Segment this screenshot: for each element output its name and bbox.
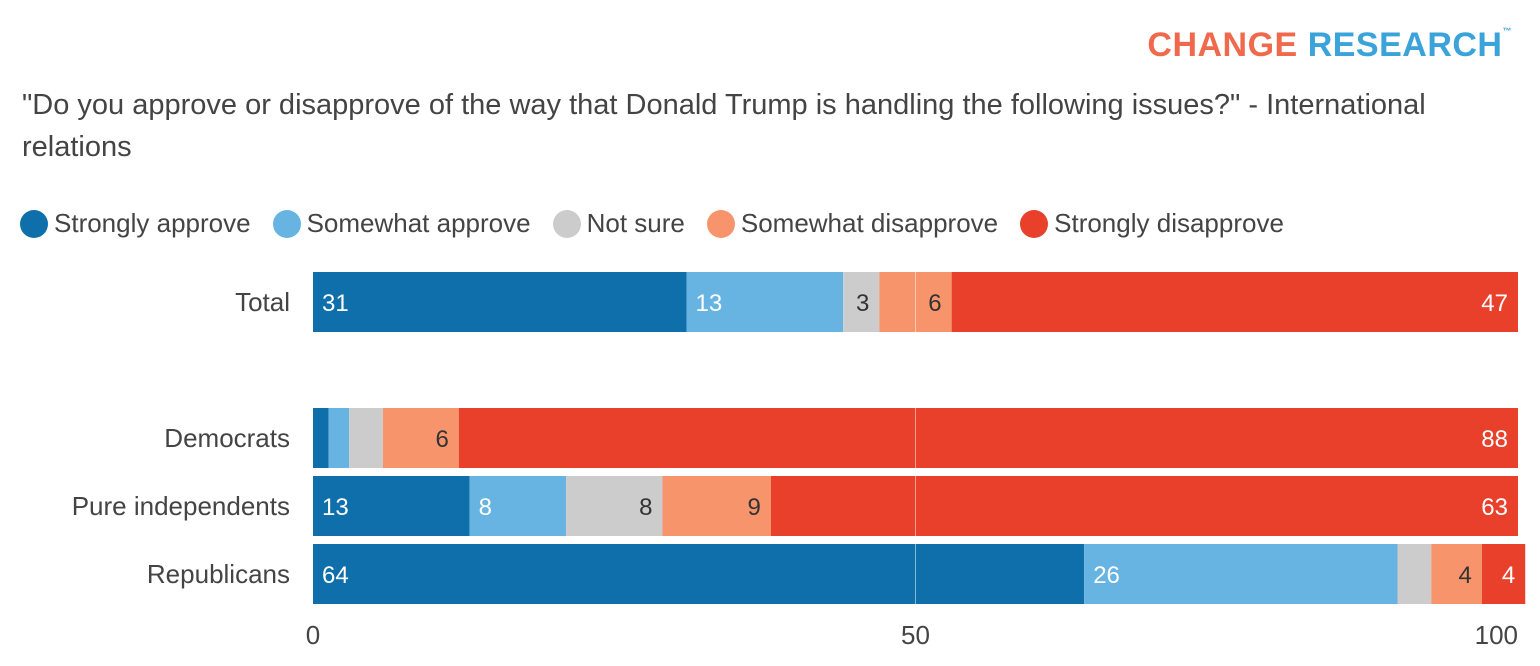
bar-segment bbox=[1431, 544, 1482, 604]
chart-title: "Do you approve or disapprove of the way… bbox=[22, 89, 1426, 163]
row-label: Republicans bbox=[147, 559, 290, 589]
legend-swatch bbox=[706, 209, 735, 238]
legend-label: Strongly disapprove bbox=[1054, 208, 1284, 238]
data-label: 63 bbox=[1481, 494, 1508, 521]
bar-segment bbox=[1397, 544, 1432, 604]
row-label: Pure independents bbox=[72, 491, 290, 521]
x-tick-label: 100 bbox=[1475, 620, 1518, 650]
brand-logo: CHANGE RESEARCH™ bbox=[1147, 26, 1512, 64]
legend-item: Strongly disapprove bbox=[1020, 208, 1284, 239]
legend-label: Somewhat disapprove bbox=[740, 208, 999, 238]
bar-segment bbox=[770, 476, 1518, 536]
data-label: 47 bbox=[1481, 290, 1508, 317]
x-tick-label: 50 bbox=[901, 620, 930, 650]
bar-segment bbox=[1084, 544, 1398, 604]
data-label: 8 bbox=[639, 494, 652, 521]
data-label: 13 bbox=[322, 494, 349, 521]
bar-segment bbox=[1481, 544, 1526, 604]
bar-segment bbox=[382, 408, 459, 468]
data-label: 31 bbox=[322, 290, 349, 317]
bar-segment bbox=[313, 272, 687, 332]
legend-item: Somewhat disapprove bbox=[706, 208, 999, 239]
bar-segment bbox=[843, 272, 880, 332]
bar-segment bbox=[951, 272, 1518, 332]
legend-label: Not sure bbox=[586, 208, 685, 238]
legend-swatch bbox=[1020, 209, 1049, 238]
data-label: 9 bbox=[748, 494, 761, 521]
bar-segment bbox=[662, 476, 771, 536]
legend: Strongly approve Somewhat approve Not sure… bbox=[20, 208, 1284, 239]
bar-segment bbox=[328, 408, 350, 468]
data-label: 13 bbox=[696, 290, 723, 317]
legend-swatch bbox=[272, 209, 301, 238]
data-label: 6 bbox=[435, 426, 448, 453]
data-label: 88 bbox=[1481, 426, 1508, 453]
bar-segment bbox=[313, 408, 329, 468]
bar-segment bbox=[458, 408, 1519, 468]
row-label: Total bbox=[235, 287, 290, 317]
legend-item: Not sure bbox=[552, 208, 685, 239]
bar-segment bbox=[469, 476, 567, 536]
legend-item: Strongly approve bbox=[20, 208, 251, 239]
x-tick-label: 0 bbox=[306, 620, 320, 650]
data-label: 6 bbox=[928, 290, 941, 317]
legend-swatch bbox=[20, 209, 48, 238]
data-label: 8 bbox=[479, 494, 492, 521]
row-label: Democrats bbox=[164, 423, 290, 453]
legend-item: Somewhat approve bbox=[272, 208, 531, 239]
bar-segment bbox=[313, 544, 1085, 604]
bar-segment bbox=[313, 476, 470, 536]
data-label: 64 bbox=[322, 562, 349, 589]
bar-segment bbox=[566, 476, 663, 536]
data-label: 3 bbox=[856, 290, 869, 317]
bar-segment bbox=[349, 408, 383, 468]
legend-label: Strongly approve bbox=[54, 208, 251, 238]
legend-label: Somewhat approve bbox=[306, 208, 531, 238]
data-label: 4 bbox=[1502, 562, 1515, 589]
data-label: 4 bbox=[1458, 562, 1471, 589]
bar-segment bbox=[686, 272, 844, 332]
legend-swatch bbox=[552, 209, 581, 238]
data-label: 26 bbox=[1093, 562, 1120, 589]
